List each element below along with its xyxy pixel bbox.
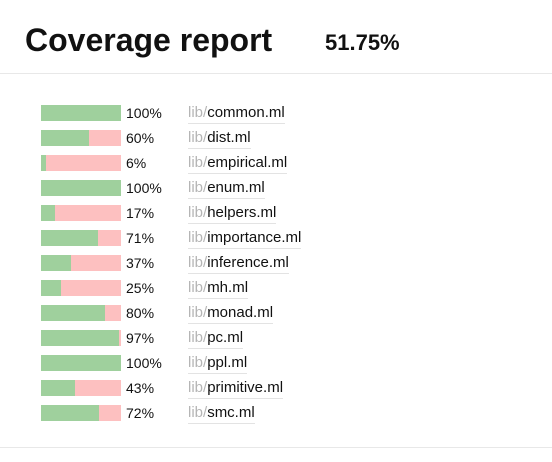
coverage-percent: 25%: [126, 280, 155, 296]
file-link[interactable]: lib/common.ml: [188, 104, 285, 124]
file-name: common.ml: [207, 104, 285, 121]
file-dir: lib/: [188, 204, 208, 221]
file-row: 37% lib/inference.ml: [0, 250, 552, 275]
coverage-bar-fill: [41, 380, 76, 396]
file-dir: lib/: [188, 104, 208, 121]
file-link[interactable]: lib/mh.ml: [188, 279, 249, 299]
coverage-bar-fill: [41, 330, 119, 346]
file-row: 80% lib/monad.ml: [0, 300, 552, 325]
file-link[interactable]: lib/empirical.ml: [188, 154, 288, 174]
file-link[interactable]: lib/dist.ml: [188, 129, 251, 149]
coverage-bar: [41, 130, 121, 146]
coverage-percent: 100%: [126, 355, 162, 371]
coverage-bar: [41, 105, 121, 121]
file-dir: lib/: [188, 404, 208, 421]
file-link[interactable]: lib/importance.ml: [188, 229, 302, 249]
coverage-bar-fill: [41, 255, 71, 271]
file-dir: lib/: [188, 229, 208, 246]
coverage-bar: [41, 305, 121, 321]
file-name: mh.ml: [207, 279, 249, 296]
file-dir: lib/: [188, 254, 208, 271]
file-row: 60% lib/dist.ml: [0, 125, 552, 150]
coverage-bar-fill: [41, 305, 105, 321]
coverage-percent: 100%: [126, 180, 162, 196]
file-dir: lib/: [188, 154, 208, 171]
file-row: 72% lib/smc.ml: [0, 400, 552, 425]
file-row: 25% lib/mh.ml: [0, 275, 552, 300]
overall-coverage-percent: 51.75%: [325, 30, 400, 55]
coverage-bar: [41, 405, 121, 421]
coverage-percent: 60%: [126, 130, 155, 146]
coverage-percent: 6%: [126, 155, 147, 171]
coverage-bar: [41, 355, 121, 371]
page-title: Coverage report: [25, 22, 273, 58]
file-link[interactable]: lib/primitive.ml: [188, 379, 284, 399]
coverage-percent: 72%: [126, 405, 155, 421]
coverage-bar: [41, 230, 121, 246]
file-dir: lib/: [188, 129, 208, 146]
file-name: inference.ml: [207, 254, 289, 271]
file-row: 71% lib/importance.ml: [0, 225, 552, 250]
file-row: 43% lib/primitive.ml: [0, 375, 552, 400]
file-name: empirical.ml: [207, 154, 288, 171]
file-row: 100% lib/ppl.ml: [0, 350, 552, 375]
file-dir: lib/: [188, 379, 208, 396]
coverage-bar: [41, 255, 121, 271]
coverage-percent: 37%: [126, 255, 155, 271]
coverage-bar: [41, 155, 121, 171]
file-name: pc.ml: [207, 329, 244, 346]
coverage-bar-fill: [41, 405, 99, 421]
coverage-percent: 97%: [126, 330, 155, 346]
file-row: 97% lib/pc.ml: [0, 325, 552, 350]
coverage-bar-fill: [41, 130, 89, 146]
coverage-percent: 80%: [126, 305, 155, 321]
file-row: 100% lib/enum.ml: [0, 175, 552, 200]
file-link[interactable]: lib/monad.ml: [188, 304, 274, 324]
file-coverage-list: 100% lib/common.ml 60% lib/dist.ml 6% lib/emp…: [0, 100, 552, 425]
file-name: helpers.ml: [207, 204, 277, 221]
coverage-bar: [41, 180, 121, 196]
file-name: smc.ml: [207, 404, 255, 421]
file-name: enum.ml: [207, 179, 265, 196]
file-name: monad.ml: [207, 304, 274, 321]
coverage-bar-fill: [41, 355, 121, 371]
coverage-bar: [41, 205, 121, 221]
file-name: importance.ml: [207, 229, 302, 246]
file-link[interactable]: lib/smc.ml: [188, 404, 255, 424]
file-name: dist.ml: [207, 129, 251, 146]
coverage-bar: [41, 330, 121, 346]
file-dir: lib/: [188, 354, 208, 371]
coverage-bar-fill: [41, 280, 61, 296]
file-dir: lib/: [188, 329, 208, 346]
coverage-bar-fill: [41, 205, 55, 221]
file-link[interactable]: lib/pc.ml: [188, 329, 244, 349]
file-row: 6% lib/empirical.ml: [0, 150, 552, 175]
file-link[interactable]: lib/enum.ml: [188, 179, 265, 199]
file-row: 17% lib/helpers.ml: [0, 200, 552, 225]
file-name: ppl.ml: [207, 354, 248, 371]
coverage-bar-fill: [41, 105, 121, 121]
coverage-bar: [41, 380, 121, 396]
coverage-percent: 100%: [126, 105, 162, 121]
file-dir: lib/: [188, 279, 208, 296]
coverage-percent: 17%: [126, 205, 155, 221]
report-header: Coverage report 51.75%: [0, 0, 552, 74]
coverage-bar-fill: [41, 180, 121, 196]
footer-divider: [0, 447, 552, 448]
coverage-bar: [41, 280, 121, 296]
file-link[interactable]: lib/ppl.ml: [188, 354, 248, 374]
coverage-bar-fill: [41, 155, 46, 171]
file-row: 100% lib/common.ml: [0, 100, 552, 125]
coverage-percent: 71%: [126, 230, 155, 246]
file-link[interactable]: lib/helpers.ml: [188, 204, 277, 224]
coverage-percent: 43%: [126, 380, 155, 396]
coverage-bar-fill: [41, 230, 98, 246]
file-link[interactable]: lib/inference.ml: [188, 254, 289, 274]
file-dir: lib/: [188, 179, 208, 196]
file-dir: lib/: [188, 304, 208, 321]
file-name: primitive.ml: [207, 379, 284, 396]
